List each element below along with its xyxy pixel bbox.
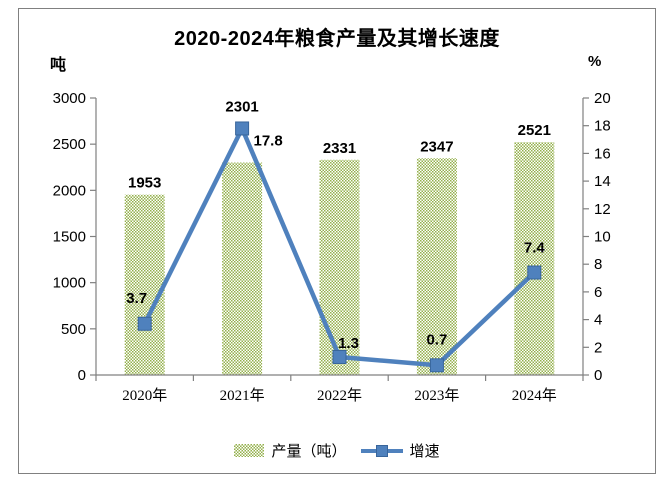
line-value-label-3: 0.7	[426, 331, 447, 348]
bar-value-label-1: 2301	[225, 99, 258, 116]
right-axis-tick-label: 0	[594, 367, 602, 384]
line-marker-0	[137, 316, 152, 331]
legend-item-growth: 增速	[360, 440, 440, 461]
right-axis-tick-label: 18	[594, 118, 611, 135]
bar-0	[124, 194, 165, 375]
right-axis-tick-label: 16	[594, 145, 611, 162]
line-value-label-0: 3.7	[126, 290, 147, 307]
line-value-label-1: 17.8	[253, 133, 282, 150]
line-marker-2	[332, 349, 347, 364]
bar-value-label-2: 2331	[323, 140, 356, 157]
chart-title: 2020-2024年粮食产量及其增长速度	[174, 28, 500, 50]
bar-pattern-swatch-icon	[234, 444, 265, 457]
legend: 产量（吨） 增速	[18, 440, 656, 461]
bar-1	[222, 162, 263, 375]
right-axis-tick-label: 12	[594, 201, 611, 218]
left-axis-tick-label: 2000	[53, 182, 86, 199]
right-axis-tick-label: 8	[594, 256, 602, 273]
bar-3	[416, 158, 457, 375]
bar-value-label-3: 2347	[420, 138, 453, 155]
right-axis-tick-label: 20	[594, 90, 611, 107]
right-axis-unit-label: %	[588, 53, 602, 70]
left-axis-tick-label: 3000	[53, 90, 86, 107]
legend-label-growth: 增速	[409, 444, 440, 460]
legend-item-production: 产量（吨）	[234, 440, 347, 461]
x-axis-category-label: 2023年	[414, 387, 459, 404]
left-axis-tick-label: 0	[78, 367, 86, 384]
x-axis-category-label: 2022年	[317, 387, 362, 404]
left-axis-tick-label: 1000	[53, 275, 86, 292]
left-axis-tick-label: 2500	[53, 136, 86, 153]
bar-value-label-4: 2521	[518, 122, 551, 139]
left-axis-tick-label: 1500	[53, 229, 86, 246]
left-axis-unit-label: 吨	[50, 57, 67, 74]
x-axis-category-label: 2024年	[512, 387, 557, 404]
line-marker-4	[527, 265, 542, 280]
bar-2	[319, 159, 360, 375]
bar-4	[514, 142, 555, 375]
line-value-label-4: 7.4	[524, 240, 546, 257]
right-axis-tick-label: 2	[594, 339, 602, 356]
right-axis-tick-label: 6	[594, 284, 602, 301]
x-axis-category-label: 2020年	[122, 387, 167, 404]
right-axis-tick-label: 14	[594, 173, 611, 190]
line-marker-swatch-icon	[360, 444, 403, 458]
line-value-label-2: 1.3	[338, 335, 359, 352]
right-axis-tick-label: 10	[594, 229, 611, 246]
legend-label-production: 产量（吨）	[271, 444, 347, 460]
left-axis-tick-label: 500	[61, 321, 86, 338]
x-axis-category-label: 2021年	[220, 387, 265, 404]
right-axis-tick-label: 4	[594, 312, 602, 329]
line-marker-1	[235, 121, 250, 136]
line-marker-3	[429, 358, 444, 373]
line-swatch-marker	[375, 444, 388, 457]
bar-value-label-0: 1953	[128, 175, 161, 192]
